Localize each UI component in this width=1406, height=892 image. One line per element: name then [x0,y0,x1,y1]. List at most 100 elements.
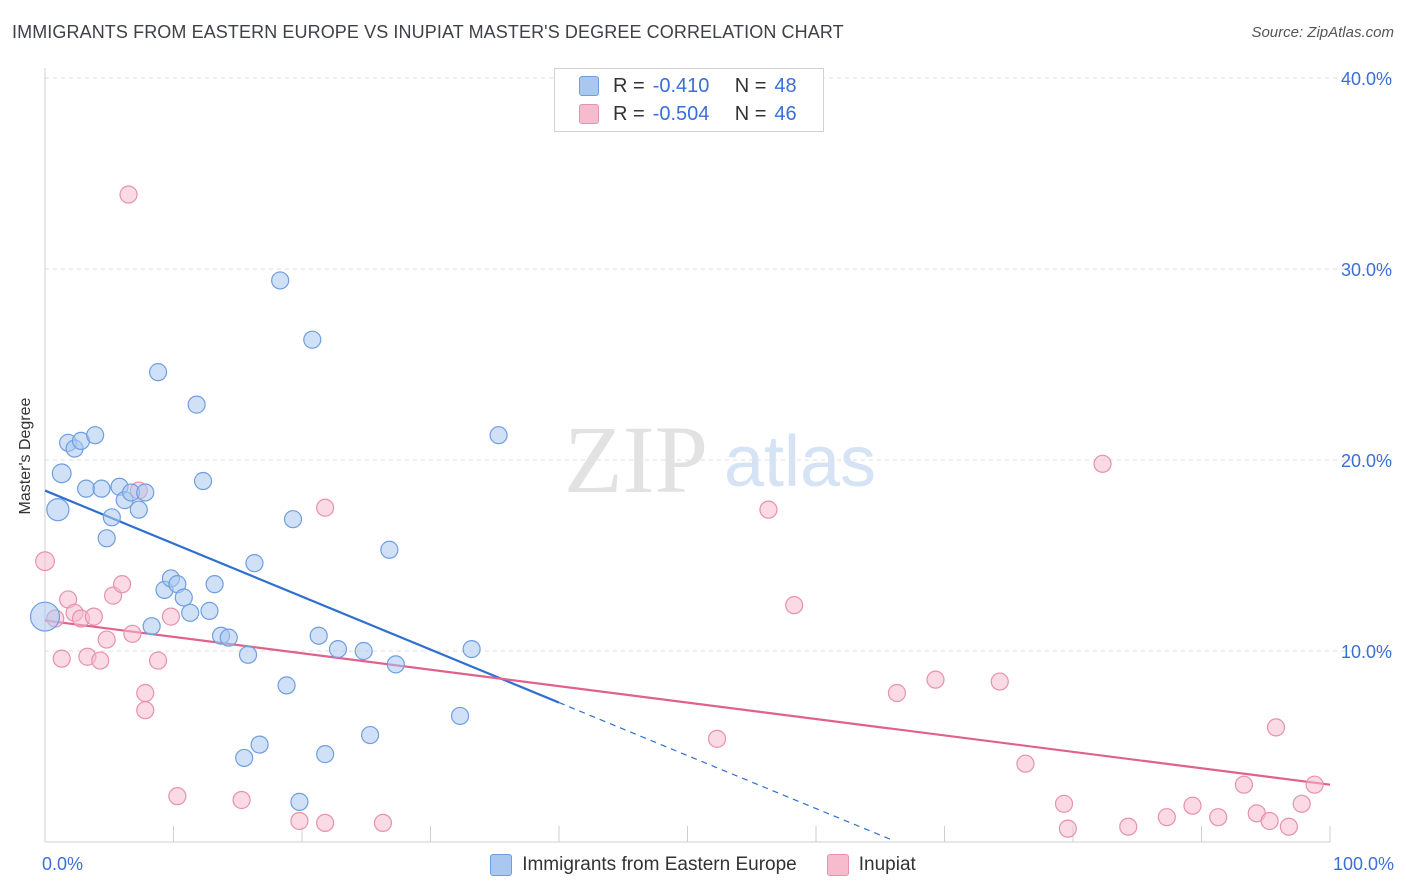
y-tick-label: 40.0% [1341,69,1392,89]
y-tick-label: 20.0% [1341,451,1392,471]
data-point [1305,775,1324,794]
data-points [29,185,1324,838]
data-point [86,426,105,445]
data-point [1266,718,1286,737]
axes [44,68,1331,843]
data-point [380,540,399,559]
data-point [309,626,328,645]
data-point [91,651,110,670]
data-point [250,735,269,754]
data-point [1209,808,1228,827]
data-point [990,672,1009,691]
chart-title: IMMIGRANTS FROM EASTERN EUROPE VS INUPIA… [12,22,844,42]
trend-line [44,619,1331,786]
data-point [785,596,804,615]
legend-label-eastern-europe: Immigrants from Eastern Europe [522,854,797,875]
data-point [1016,754,1035,773]
data-point [129,500,148,519]
stats-swatch-inupiat [579,104,599,124]
data-point [887,683,907,703]
data-point [489,426,508,445]
chart-source: Source: ZipAtlas.com [1251,24,1394,41]
data-point [168,787,187,806]
data-point [707,729,727,748]
stats-swatch-eastern-europe [579,76,599,96]
legend-item-inupiat[interactable]: Inupiat [826,854,916,876]
data-point [361,725,380,745]
data-point [174,588,193,607]
data-point [136,701,155,720]
data-point [245,554,264,573]
data-point [219,628,238,647]
data-point [316,813,335,833]
stats-row-eastern-europe: R = -0.410 N = 48 [579,74,797,98]
data-point [84,607,103,626]
y-tick-label: 10.0% [1341,642,1392,662]
data-point [926,670,945,689]
data-point [1234,775,1254,794]
n-label: N = [734,102,767,125]
data-point [1260,811,1279,831]
data-point [181,603,200,622]
data-point [1157,808,1176,827]
n-value: 48 [774,74,797,97]
data-point [277,676,296,695]
data-point [386,655,405,674]
data-point [283,510,303,529]
data-point [97,529,116,548]
data-point [290,792,309,811]
data-point [29,601,61,632]
legend-item-eastern-europe[interactable]: Immigrants from Eastern Europe [490,854,797,876]
data-point [112,575,132,594]
data-point [303,330,322,349]
data-point [316,745,335,764]
r-label: R = [613,102,645,125]
data-point [238,645,258,664]
data-point [1292,794,1311,813]
data-point [123,624,142,643]
data-point [102,508,121,527]
data-point [161,607,181,626]
data-point [187,395,206,414]
data-point [328,639,348,659]
data-point [205,575,224,594]
n-label: N = [734,74,767,97]
trend-line [44,489,560,704]
data-point [373,813,393,833]
r-value: -0.410 [652,74,710,97]
data-point [148,651,168,670]
data-point [35,551,55,572]
data-point [136,683,155,703]
data-point [136,483,155,502]
r-label: R = [613,74,645,97]
data-point [92,479,111,498]
data-point [200,601,219,620]
data-point [1119,817,1138,836]
data-point [1054,794,1074,813]
data-point [77,479,96,498]
legend-swatch-eastern-europe [490,854,513,876]
data-point [119,185,138,204]
data-point [148,363,168,382]
data-point [232,790,251,810]
data-point [46,498,70,522]
data-point [193,471,213,491]
legend-label-inupiat: Inupiat [858,854,916,875]
n-value: 46 [774,102,797,125]
data-point [354,641,373,661]
tick-labels: 10.0% 20.0% 30.0% 40.0% 0.0% 100.0% [42,69,1394,874]
trend-lines [44,489,1331,841]
data-point [1279,817,1298,836]
data-point [142,617,161,636]
watermark-atlas: atlas [724,422,876,502]
y-tick-label: 30.0% [1341,260,1392,280]
data-point [235,748,254,768]
data-point [1093,454,1112,473]
data-point [51,463,72,484]
data-point [450,706,470,726]
legend-swatch-inupiat [826,854,849,876]
data-point [290,811,309,831]
x-tick-label: 0.0% [42,854,83,874]
data-point [97,630,116,649]
